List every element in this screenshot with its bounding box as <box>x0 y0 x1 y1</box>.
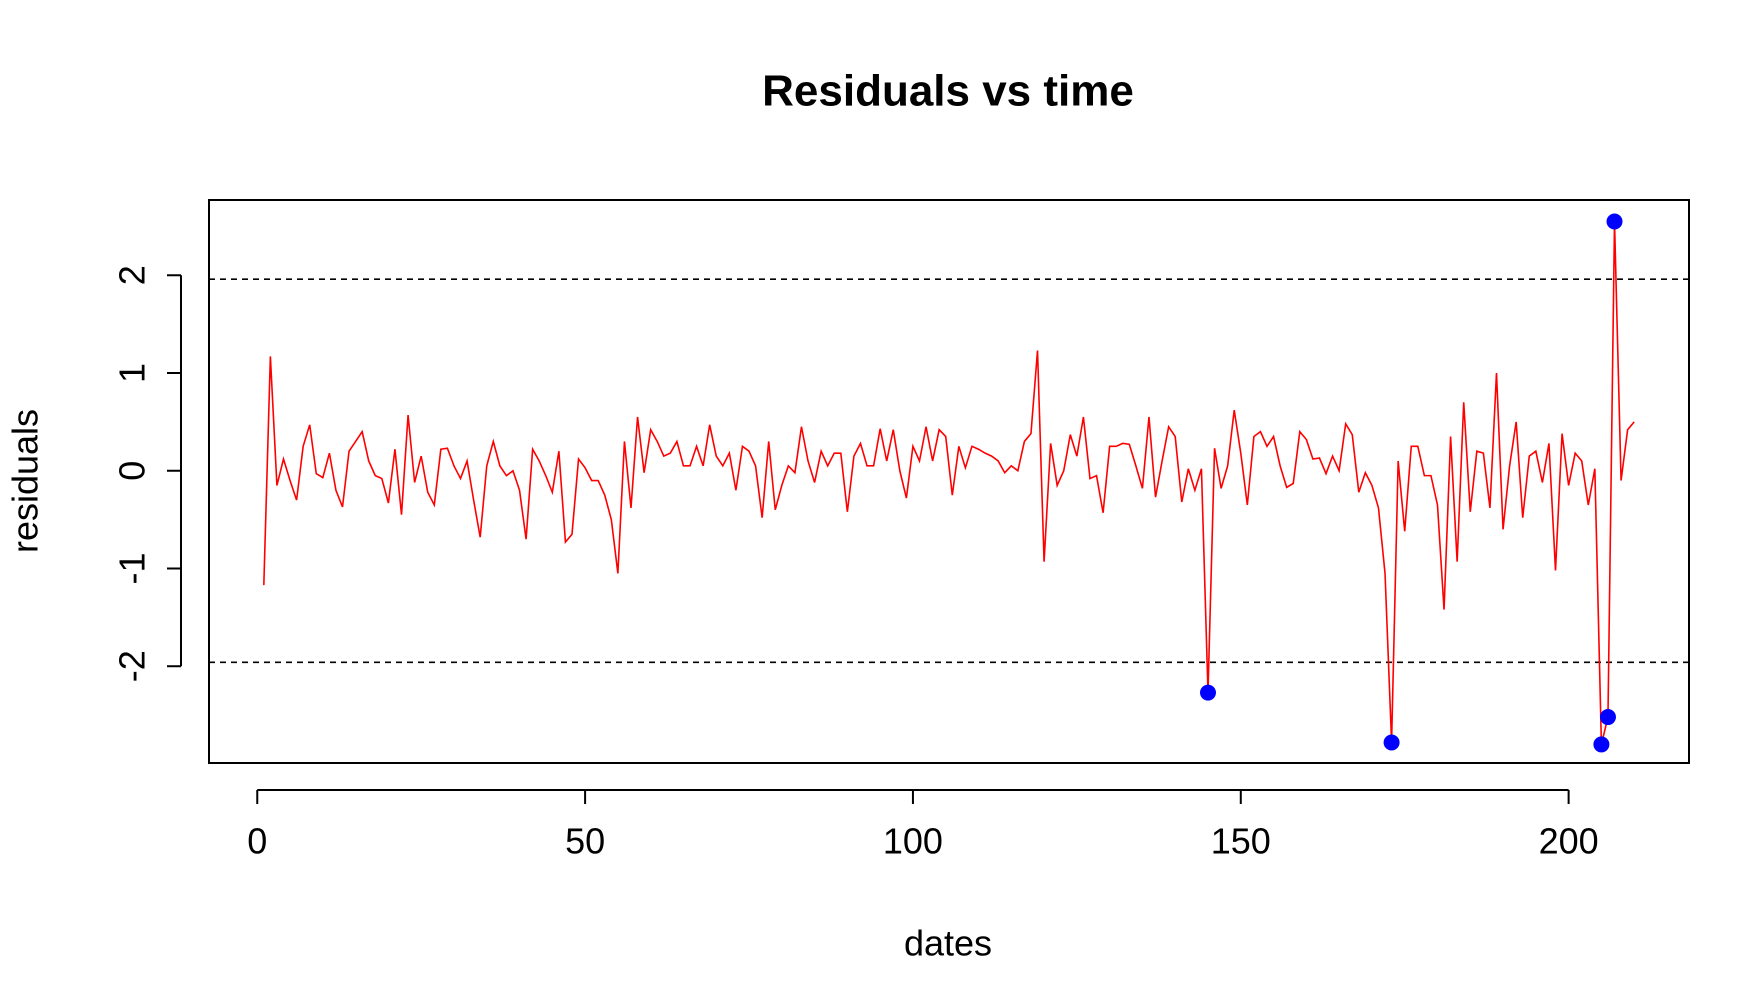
outlier-point <box>1383 734 1400 751</box>
x-tick-label: 0 <box>247 821 267 862</box>
outlier-point <box>1599 709 1616 726</box>
outlier-point <box>1606 213 1623 230</box>
x-tick-label: 50 <box>565 821 605 862</box>
x-tick-label: 200 <box>1539 821 1599 862</box>
x-tick-label: 100 <box>883 821 943 862</box>
outlier-point <box>1199 684 1216 701</box>
y-tick-label: 0 <box>112 461 153 481</box>
chart-title: Residuals vs time <box>762 67 1134 116</box>
y-tick-label: 1 <box>112 363 153 383</box>
y-axis-label: residuals <box>5 409 46 553</box>
plot-frame <box>208 199 1690 764</box>
outlier-point <box>1593 736 1610 753</box>
y-tick-label: -2 <box>112 650 153 682</box>
x-tick-label: 150 <box>1211 821 1271 862</box>
residual-line <box>263 221 1635 745</box>
y-tick-label: -1 <box>112 552 153 584</box>
y-tick-label: 2 <box>112 265 153 285</box>
x-axis-label: dates <box>904 923 992 964</box>
